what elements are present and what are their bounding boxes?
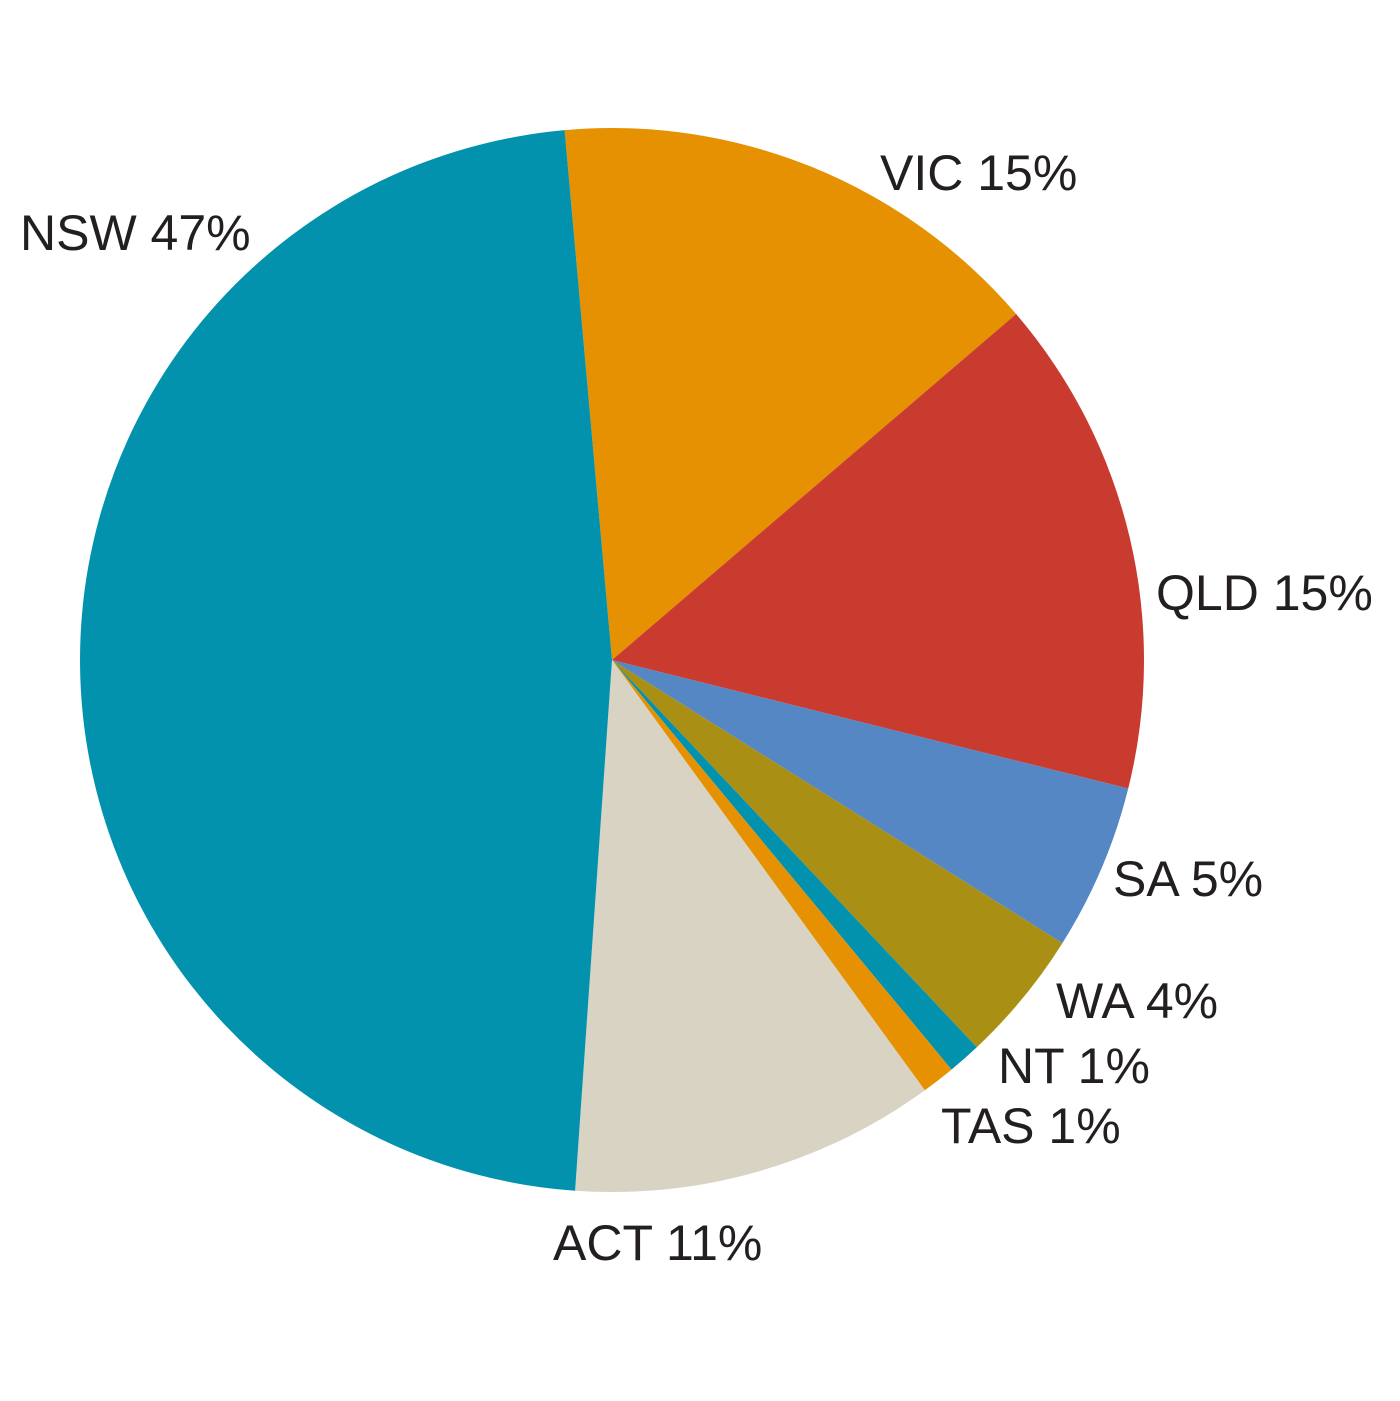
pie-slice-sa xyxy=(612,660,1129,944)
slice-label-nsw: NSW 47% xyxy=(20,205,251,261)
slice-label-act: ACT 11% xyxy=(553,1215,762,1271)
slice-label-nt: NT 1% xyxy=(998,1038,1150,1094)
slice-label-qld: QLD 15% xyxy=(1156,565,1373,621)
pie-slice-wa xyxy=(612,660,1063,1048)
pie-slice-qld xyxy=(612,314,1144,789)
pie-slice-act xyxy=(575,660,925,1193)
slice-label-vic: VIC 15% xyxy=(880,145,1077,201)
slice-label-tas: TAS 1% xyxy=(941,1098,1121,1154)
pie-slice-tas xyxy=(612,660,952,1091)
pie-slice-vic xyxy=(564,128,1017,661)
pie-slices xyxy=(80,128,1144,1193)
slice-label-wa: WA 4% xyxy=(1056,973,1218,1029)
slice-label-sa: SA 5% xyxy=(1113,851,1263,907)
pie-slice-nsw xyxy=(80,130,613,1191)
pie-slice-nt xyxy=(612,660,977,1070)
